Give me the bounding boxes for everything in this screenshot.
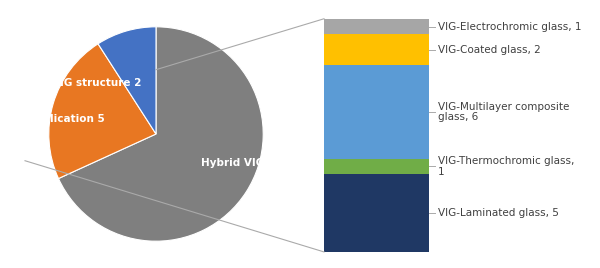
Text: VIG-Laminated glass, 5: VIG-Laminated glass, 5 — [438, 208, 559, 218]
Text: VIG-Electrochromic glass, 1: VIG-Electrochromic glass, 1 — [438, 21, 581, 32]
Text: VIG structure 2: VIG structure 2 — [52, 77, 141, 88]
Wedge shape — [58, 27, 263, 241]
Text: Application 5: Application 5 — [27, 114, 104, 124]
Text: Hybrid VIG units 15: Hybrid VIG units 15 — [201, 158, 316, 168]
Wedge shape — [98, 27, 156, 134]
Text: VIG-Coated glass, 2: VIG-Coated glass, 2 — [438, 45, 541, 55]
Text: VIG-Multilayer composite
glass, 6: VIG-Multilayer composite glass, 6 — [438, 102, 569, 122]
Wedge shape — [49, 44, 156, 178]
Text: VIG-Thermochromic glass,
1: VIG-Thermochromic glass, 1 — [438, 156, 574, 177]
